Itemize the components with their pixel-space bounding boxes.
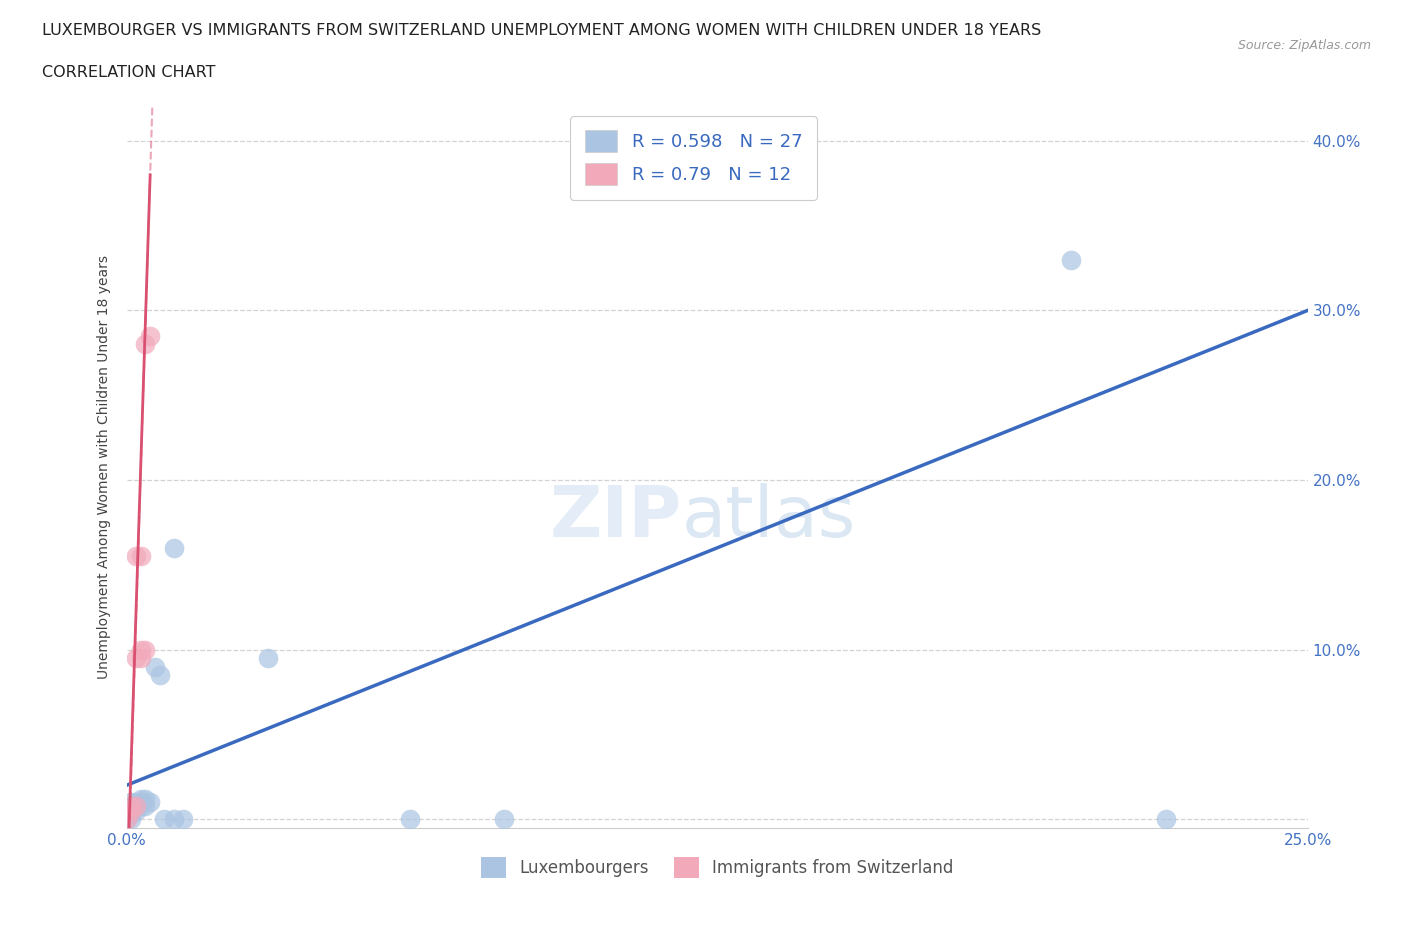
- Point: [120, 806, 142, 821]
- Text: ZIP: ZIP: [550, 484, 682, 552]
- Point: [125, 804, 148, 818]
- Point: [129, 643, 152, 658]
- Legend: Luxembourgers, Immigrants from Switzerland: Luxembourgers, Immigrants from Switzerla…: [474, 851, 960, 884]
- Point: [399, 812, 422, 827]
- Point: [139, 795, 162, 810]
- Point: [134, 643, 156, 658]
- Point: [125, 795, 148, 810]
- Text: atlas: atlas: [682, 484, 856, 552]
- Point: [494, 812, 516, 827]
- Point: [134, 798, 156, 813]
- Point: [163, 812, 186, 827]
- Point: [134, 337, 156, 352]
- Text: CORRELATION CHART: CORRELATION CHART: [42, 65, 215, 80]
- Point: [125, 798, 148, 813]
- Point: [115, 808, 138, 823]
- Point: [125, 549, 148, 564]
- Y-axis label: Unemployment Among Women with Children Under 18 years: Unemployment Among Women with Children U…: [97, 256, 111, 679]
- Point: [149, 668, 172, 683]
- Point: [257, 651, 280, 666]
- Point: [115, 812, 138, 827]
- Point: [163, 540, 186, 555]
- Point: [172, 812, 194, 827]
- Point: [139, 328, 162, 343]
- Point: [120, 798, 142, 813]
- Point: [129, 791, 152, 806]
- Text: Source: ZipAtlas.com: Source: ZipAtlas.com: [1237, 39, 1371, 52]
- Point: [120, 812, 142, 827]
- Point: [1060, 252, 1083, 267]
- Point: [129, 798, 152, 813]
- Point: [129, 795, 152, 810]
- Point: [143, 659, 166, 674]
- Point: [129, 651, 152, 666]
- Point: [1154, 812, 1177, 827]
- Point: [120, 795, 142, 810]
- Point: [125, 651, 148, 666]
- Point: [125, 798, 148, 813]
- Point: [134, 791, 156, 806]
- Text: LUXEMBOURGER VS IMMIGRANTS FROM SWITZERLAND UNEMPLOYMENT AMONG WOMEN WITH CHILDR: LUXEMBOURGER VS IMMIGRANTS FROM SWITZERL…: [42, 23, 1042, 38]
- Point: [120, 804, 142, 818]
- Point: [153, 812, 176, 827]
- Point: [120, 804, 142, 818]
- Point: [120, 798, 142, 813]
- Point: [115, 812, 138, 827]
- Point: [129, 549, 152, 564]
